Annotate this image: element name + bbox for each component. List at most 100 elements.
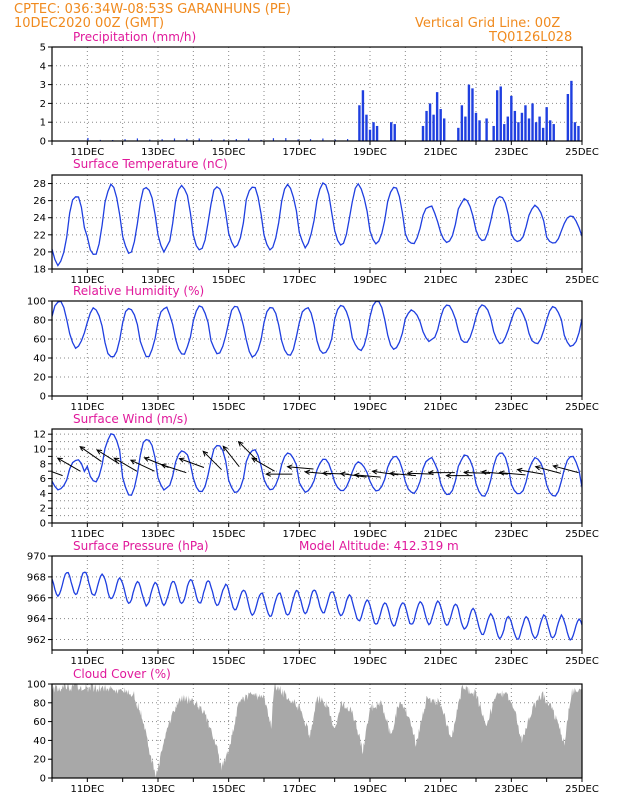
wind-vector bbox=[340, 472, 367, 478]
precip-bar bbox=[541, 127, 545, 141]
precip-bar bbox=[223, 139, 225, 141]
precip-bar bbox=[492, 125, 495, 141]
x-tick-label: 13DEC bbox=[141, 656, 175, 667]
wind-vector bbox=[238, 441, 258, 461]
pressure-line bbox=[52, 571, 582, 641]
x-tick-label: 13DEC bbox=[141, 275, 175, 286]
wind-vector bbox=[52, 471, 63, 477]
y-tick-label: 0 bbox=[40, 137, 46, 148]
y-tick-label: 8 bbox=[40, 459, 46, 470]
wind-vector bbox=[481, 471, 508, 475]
temp-frame bbox=[51, 174, 583, 270]
x-tick-label: 15DEC bbox=[212, 275, 246, 286]
wind-vector-head bbox=[96, 449, 103, 455]
x-tick-label: 25DEC bbox=[565, 147, 599, 158]
wind-vector-head bbox=[286, 464, 293, 470]
header-grid-note: Vertical Grid Line: 00Z bbox=[415, 16, 561, 31]
wind-vector bbox=[517, 469, 544, 475]
x-tick-label: 23DEC bbox=[494, 402, 528, 413]
precip-bar bbox=[375, 125, 379, 141]
wind-vector-head bbox=[534, 465, 541, 471]
y-tick-label: 12 bbox=[33, 430, 46, 441]
precip-bar bbox=[510, 95, 513, 141]
wind-vector-head bbox=[265, 471, 271, 477]
wind-vector bbox=[202, 450, 222, 471]
pressure-frame bbox=[51, 555, 583, 651]
y-tick-label: 40 bbox=[33, 354, 46, 365]
precip-panel: 0 1 2 3 4 5 11DEC 13DEC 15DEC 17DEC 19DEC 21DEC 23DE… bbox=[40, 30, 599, 158]
precip-bar bbox=[577, 125, 580, 141]
wind-vector-head bbox=[202, 450, 209, 457]
y-tick-label: 0 bbox=[40, 774, 46, 785]
wind-vector-head bbox=[304, 469, 311, 475]
precip-bar bbox=[506, 116, 509, 141]
wind-vector bbox=[57, 457, 81, 472]
y-tick-label: 2 bbox=[40, 99, 46, 110]
temp-title: Surface Temperature (nC) bbox=[73, 157, 228, 171]
precip-bar bbox=[513, 110, 517, 141]
wind-vector-head bbox=[129, 459, 136, 465]
y-tick-label: 22 bbox=[33, 230, 46, 241]
x-tick-label: 19DEC bbox=[353, 656, 387, 667]
y-tick-label: 0 bbox=[40, 519, 46, 530]
x-tick-label: 21DEC bbox=[424, 402, 458, 413]
x-tick-label: 21DEC bbox=[424, 275, 458, 286]
model-altitude-label: Model Altitude: 412.319 m bbox=[299, 539, 459, 553]
wind-vector-head bbox=[237, 440, 244, 447]
x-tick-label: 19DEC bbox=[353, 784, 387, 795]
x-tick-label: 17DEC bbox=[282, 402, 316, 413]
wind-line bbox=[52, 433, 582, 497]
precip-bar bbox=[552, 124, 555, 141]
x-tick-label: 19DEC bbox=[353, 402, 387, 413]
x-tick-label: 23DEC bbox=[494, 275, 528, 286]
wind-vector-head bbox=[463, 470, 469, 476]
precip-bar bbox=[439, 109, 442, 141]
precip-bar bbox=[235, 139, 237, 141]
x-tick-label: 17DEC bbox=[282, 147, 316, 158]
x-tick-label: 13DEC bbox=[141, 529, 175, 540]
y-tick-label: 20 bbox=[33, 247, 46, 258]
x-tick-label: 21DEC bbox=[424, 784, 458, 795]
y-tick-label: 80 bbox=[33, 316, 46, 327]
wind-vector-head bbox=[79, 445, 86, 452]
x-tick-label: 11DEC bbox=[70, 402, 104, 413]
precip-bar bbox=[435, 92, 439, 141]
wind-vector bbox=[251, 457, 275, 472]
wind-vector-head bbox=[113, 457, 120, 463]
temp-line bbox=[52, 182, 582, 267]
precip-bar bbox=[496, 90, 499, 141]
wind-vector-head bbox=[371, 469, 378, 475]
precip-bar bbox=[358, 105, 361, 141]
x-tick-label: 25DEC bbox=[565, 275, 599, 286]
wind-vector-head bbox=[480, 469, 487, 475]
y-tick-label: 1 bbox=[40, 118, 46, 129]
header-location: CPTEC: 036:34W-08:53S GARANHUNS (PE) bbox=[14, 2, 291, 17]
precip-frame bbox=[51, 46, 583, 142]
x-tick-label: 13DEC bbox=[141, 147, 175, 158]
x-tick-label: 15DEC bbox=[212, 529, 246, 540]
precip-bar bbox=[161, 139, 163, 141]
cloud-cover-area bbox=[52, 684, 582, 778]
cloud-title: Cloud Cover (%) bbox=[73, 667, 171, 681]
precip-bar bbox=[322, 138, 324, 141]
precip-bar bbox=[248, 138, 250, 141]
precip-bar bbox=[520, 112, 524, 141]
y-tick-label: 4 bbox=[40, 489, 46, 500]
x-tick-label: 13DEC bbox=[141, 402, 175, 413]
x-tick-label: 15DEC bbox=[212, 656, 246, 667]
precip-bar bbox=[457, 127, 460, 141]
wind-vector bbox=[372, 470, 399, 476]
humidity-line bbox=[52, 301, 582, 359]
precip-bar bbox=[186, 138, 188, 141]
humidity-title: Relative Humidity (%) bbox=[73, 284, 204, 298]
x-tick-label: 15DEC bbox=[212, 784, 246, 795]
y-tick-label: 3 bbox=[40, 80, 46, 91]
precip-bar bbox=[527, 118, 531, 141]
precip-bar bbox=[566, 94, 570, 141]
wind-vector-head bbox=[321, 470, 328, 477]
precip-bar bbox=[432, 114, 435, 141]
y-tick-label: 964 bbox=[27, 614, 46, 625]
precip-bar bbox=[368, 129, 372, 141]
precip-bar bbox=[460, 105, 464, 141]
y-tick-label: 968 bbox=[27, 572, 46, 583]
